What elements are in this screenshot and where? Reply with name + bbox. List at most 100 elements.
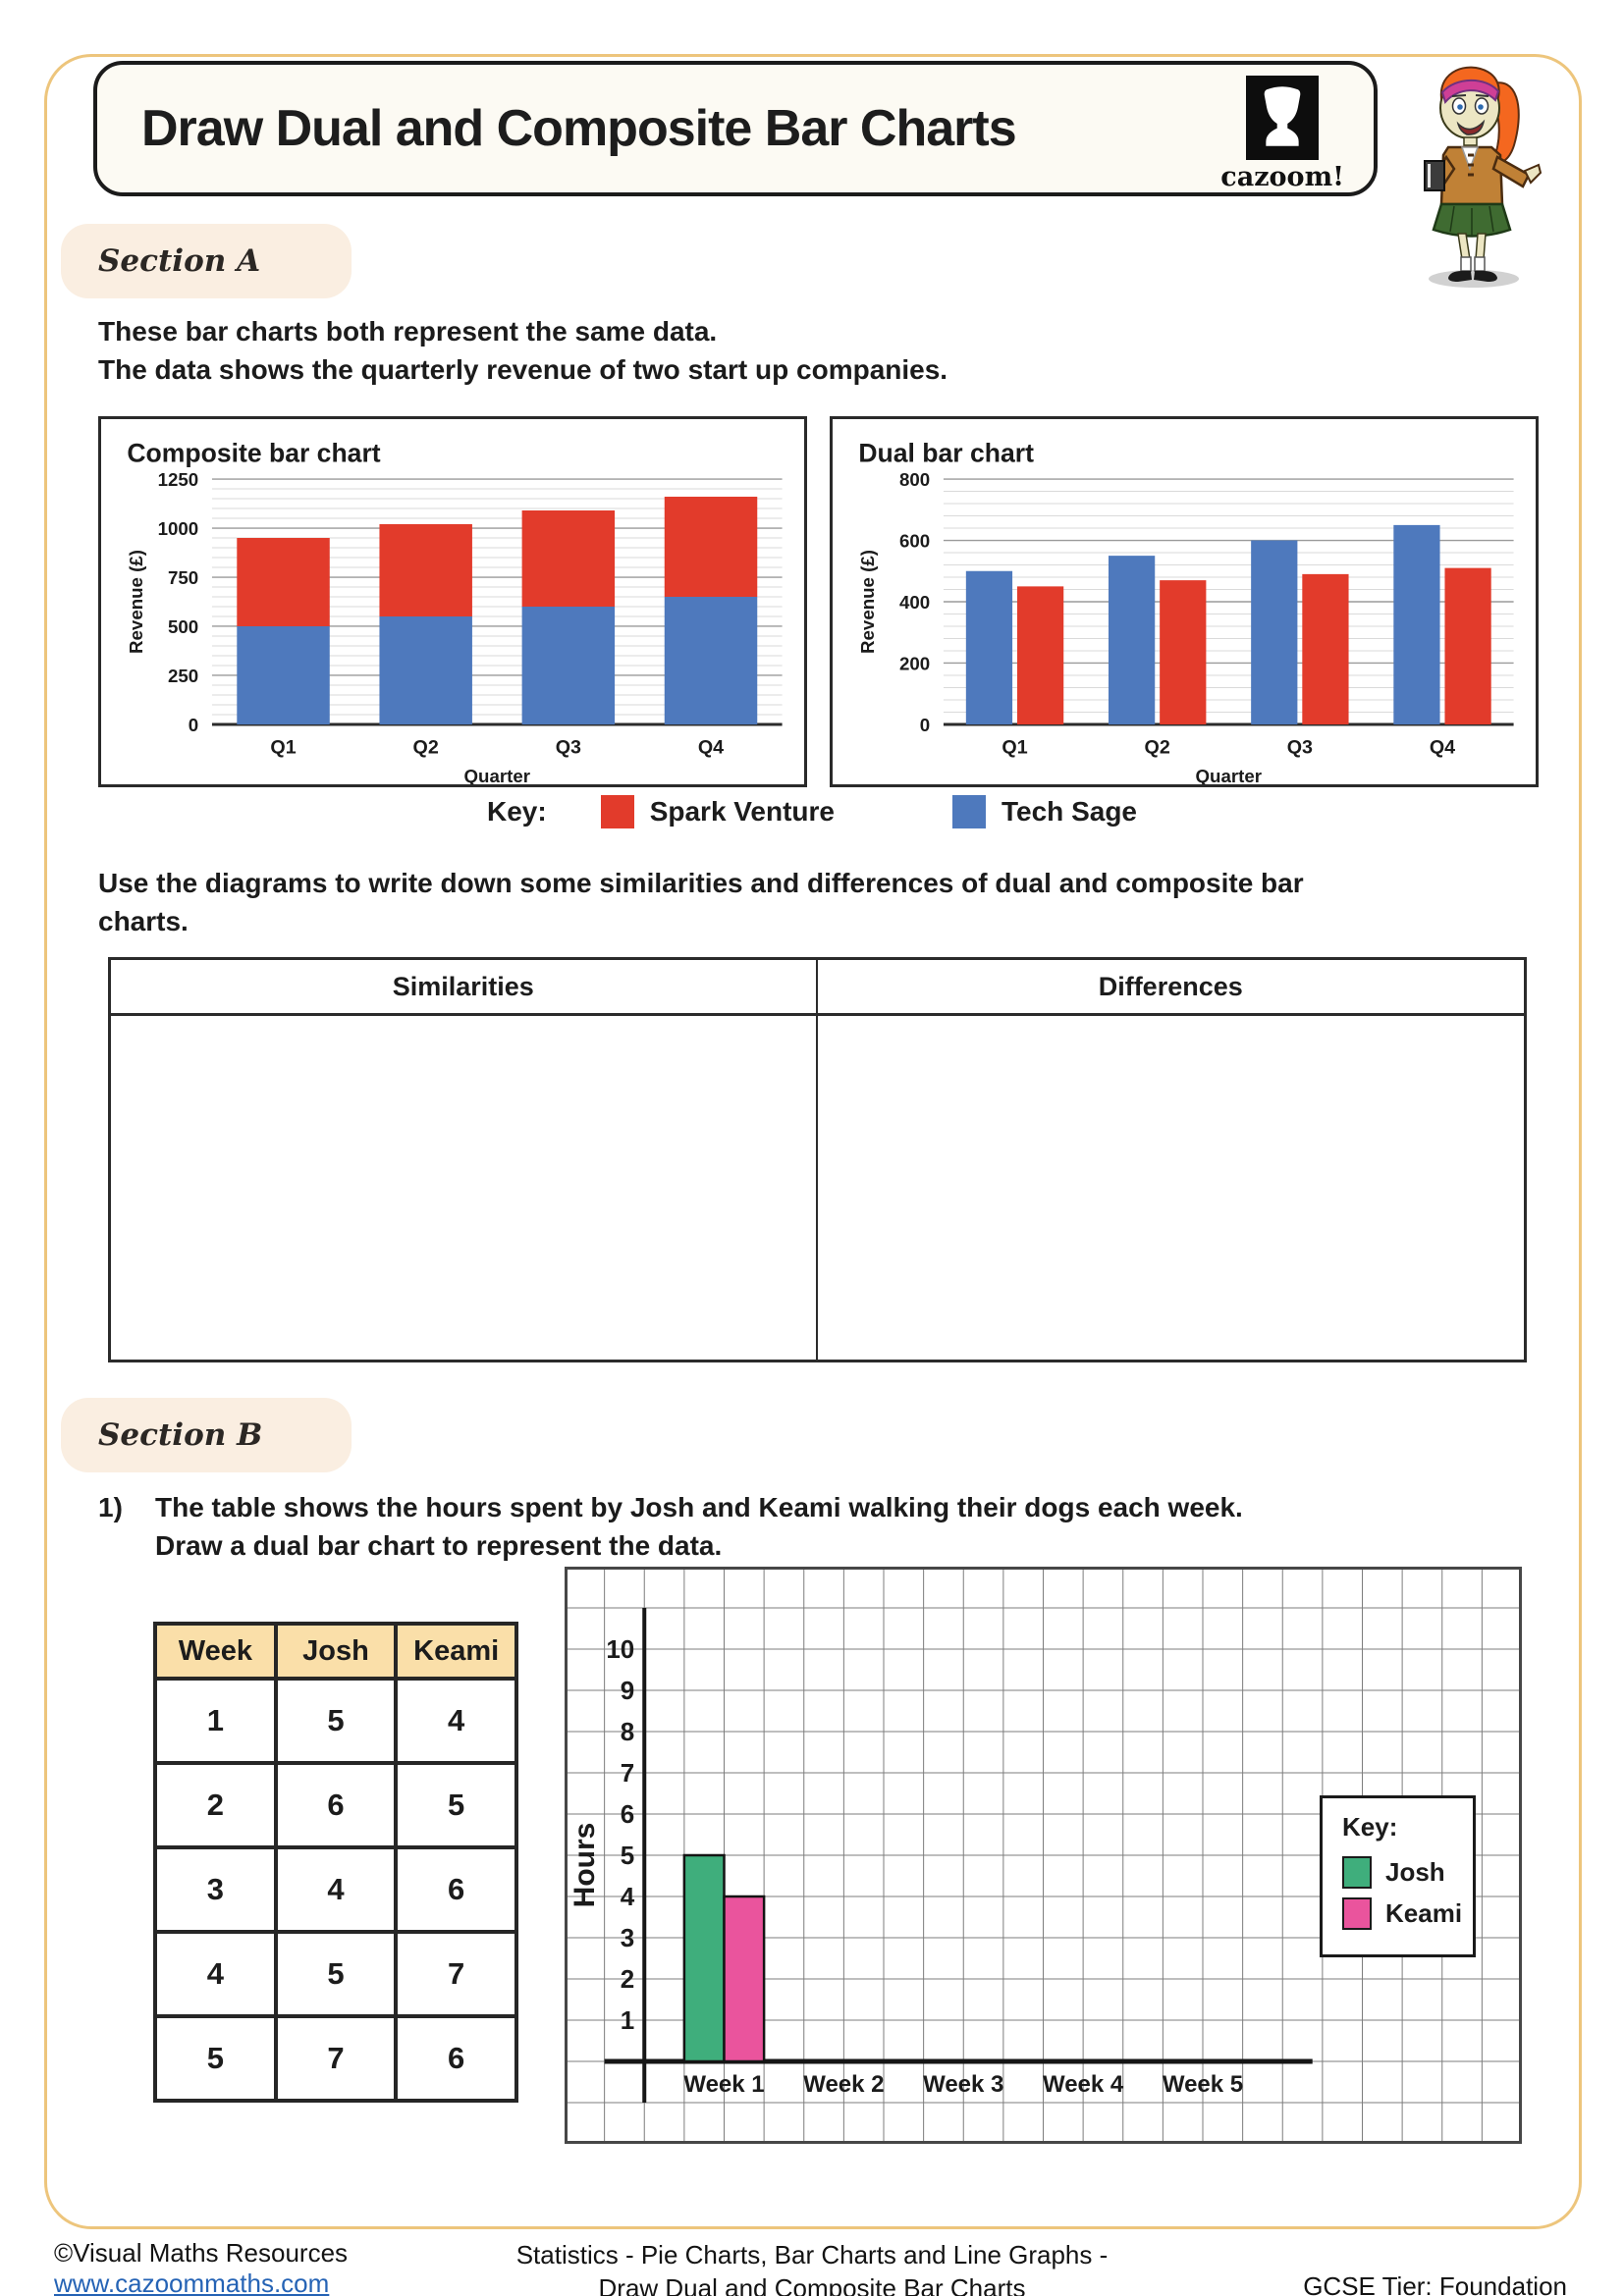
footer-copyright-block: ©Visual Maths Resources www.cazoommaths.… xyxy=(54,2238,348,2296)
practice-key-label: Key: xyxy=(1342,1812,1398,1842)
key-label: Key: xyxy=(487,796,547,827)
svg-text:Q1: Q1 xyxy=(270,737,296,759)
svg-text:Q2: Q2 xyxy=(413,737,439,759)
differences-header: Differences xyxy=(817,960,1524,1016)
drum-icon xyxy=(1246,75,1320,160)
dual-bar-chart: Dual bar chart 0 200 400 600 800 Revenue (£) Q1… xyxy=(857,438,1514,786)
table-header-cell: Josh xyxy=(275,1624,397,1679)
bar-tech-sage-q1 xyxy=(237,625,330,724)
composite-chart-panel: Composite bar chart 0 250 500 750 1000 1250 Rev… xyxy=(98,416,807,787)
table-cell: 4 xyxy=(155,1932,276,2016)
bar-tech-sage-q4 xyxy=(664,597,758,724)
svg-text:200: 200 xyxy=(899,653,930,673)
table-cell: 5 xyxy=(275,1679,397,1763)
chart-key: Key: Spark Venture Tech Sage xyxy=(0,795,1624,828)
bar-spark-venture-q1 xyxy=(237,538,330,626)
footer-tier: GCSE Tier: Foundation xyxy=(1303,2271,1567,2296)
cazoom-logo-text: cazoom! xyxy=(1220,161,1344,192)
practice-key-box: Key: Josh Keami xyxy=(1320,1795,1476,1957)
bar-tech-sage-q4 xyxy=(1393,524,1440,724)
section-b-label: Section B xyxy=(61,1398,352,1472)
svg-text:Revenue (£): Revenue (£) xyxy=(857,550,878,654)
table-cell: 5 xyxy=(396,1763,517,1847)
intro-text: These bar charts both represent the same… xyxy=(98,312,947,389)
svg-text:250: 250 xyxy=(168,666,198,686)
table-cell: 7 xyxy=(396,1932,517,2016)
bar-spark-venture-q3 xyxy=(521,510,616,607)
svg-text:6: 6 xyxy=(621,1799,634,1829)
svg-text:Week 2: Week 2 xyxy=(803,2071,884,2098)
tech-sage-swatch xyxy=(952,795,987,828)
table-cell: 6 xyxy=(396,2016,517,2101)
svg-text:5: 5 xyxy=(621,1841,634,1870)
key-item-josh: Josh xyxy=(1342,1856,1473,1889)
svg-text:600: 600 xyxy=(899,530,930,551)
section-a-label: Section A xyxy=(61,224,352,298)
svg-text:Week 5: Week 5 xyxy=(1163,2071,1243,2098)
svg-text:Q1: Q1 xyxy=(1001,737,1027,759)
page-title: Draw Dual and Composite Bar Charts xyxy=(141,100,1017,157)
svg-text:9: 9 xyxy=(621,1676,634,1705)
svg-text:10: 10 xyxy=(606,1634,634,1664)
svg-text:Quarter: Quarter xyxy=(1196,766,1263,784)
spark-venture-swatch xyxy=(600,795,634,828)
mascot-girl-illustration xyxy=(1399,55,1546,291)
svg-text:Week 3: Week 3 xyxy=(923,2071,1003,2098)
svg-text:1250: 1250 xyxy=(158,469,199,490)
svg-text:Week 4: Week 4 xyxy=(1043,2071,1124,2098)
table-header-cell: Week xyxy=(155,1624,276,1679)
svg-text:Q4: Q4 xyxy=(1430,737,1455,759)
prompt-text: Use the diagrams to write down some simi… xyxy=(98,868,1304,936)
josh-swatch xyxy=(1342,1856,1372,1889)
svg-text:2: 2 xyxy=(621,1964,634,1994)
question-text: The table shows the hours spent by Josh … xyxy=(155,1492,1243,1561)
differences-answer-area[interactable] xyxy=(818,1016,1525,1360)
page-border xyxy=(44,54,1582,2229)
svg-text:Quarter: Quarter xyxy=(464,766,531,784)
svg-text:Dual bar chart: Dual bar chart xyxy=(858,438,1034,467)
bar-spark-venture-q4 xyxy=(664,497,758,598)
table-cell: 6 xyxy=(396,1847,517,1932)
bar-keami-week-1 xyxy=(723,1895,766,2063)
similarities-answer-area[interactable] xyxy=(111,1016,818,1360)
svg-text:800: 800 xyxy=(899,469,930,490)
table-header-cell: Keami xyxy=(396,1624,517,1679)
bar-tech-sage-q3 xyxy=(1251,540,1298,724)
table-cell: 1 xyxy=(155,1679,276,1763)
intro-line-2: The data shows the quarterly revenue of … xyxy=(98,354,948,385)
bar-tech-sage-q2 xyxy=(379,615,472,724)
svg-text:1000: 1000 xyxy=(158,518,199,539)
bar-tech-sage-q3 xyxy=(521,606,616,724)
svg-text:0: 0 xyxy=(920,715,930,735)
intro-line-1: These bar charts both represent the same… xyxy=(98,316,718,347)
bar-spark-venture-q2 xyxy=(1160,580,1207,724)
svg-text:1: 1 xyxy=(621,2005,634,2035)
svg-text:Q4: Q4 xyxy=(698,737,724,759)
svg-text:3: 3 xyxy=(621,1923,634,1952)
table-cell: 3 xyxy=(155,1847,276,1932)
footer-topic: Statistics - Pie Charts, Bar Charts and … xyxy=(515,2240,1109,2296)
bar-spark-venture-q2 xyxy=(379,524,472,616)
table-cell: 4 xyxy=(275,1847,397,1932)
dual-chart-panel: Dual bar chart 0 200 400 600 800 Revenue (£) Q1… xyxy=(830,416,1539,787)
table-cell: 7 xyxy=(275,2016,397,2101)
svg-text:Week 1: Week 1 xyxy=(683,2071,764,2098)
svg-text:400: 400 xyxy=(899,592,930,613)
cazoom-logo: cazoom! xyxy=(1220,75,1344,192)
key-item-tech-sage: Tech Sage xyxy=(952,795,1137,828)
bar-spark-venture-q3 xyxy=(1302,573,1349,724)
composite-bar-chart: Composite bar chart 0 250 500 750 1000 1250 Rev… xyxy=(126,438,783,786)
svg-text:Hours: Hours xyxy=(568,1823,601,1908)
similarities-header: Similarities xyxy=(111,960,818,1016)
table-cell: 2 xyxy=(155,1763,276,1847)
key-item-spark-venture: Spark Venture xyxy=(600,795,835,828)
svg-text:7: 7 xyxy=(621,1758,634,1788)
similarities-differences-table: Similarities Differences xyxy=(108,957,1527,1362)
bar-tech-sage-q1 xyxy=(965,570,1013,724)
website-link[interactable]: www.cazoommaths.com xyxy=(54,2269,330,2296)
